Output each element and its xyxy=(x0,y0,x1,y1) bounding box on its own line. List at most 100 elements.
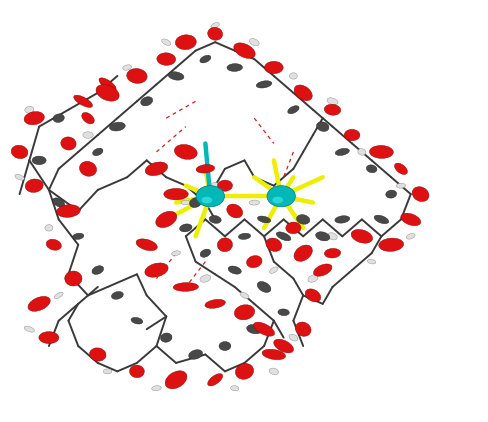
Ellipse shape xyxy=(315,232,329,241)
Ellipse shape xyxy=(61,137,76,150)
Ellipse shape xyxy=(160,333,172,342)
Ellipse shape xyxy=(406,233,414,239)
Ellipse shape xyxy=(246,325,262,334)
Ellipse shape xyxy=(111,292,123,299)
Ellipse shape xyxy=(103,369,112,374)
Ellipse shape xyxy=(335,149,348,155)
Ellipse shape xyxy=(28,296,50,311)
Ellipse shape xyxy=(15,174,24,180)
Ellipse shape xyxy=(293,245,312,261)
Ellipse shape xyxy=(344,130,359,141)
Ellipse shape xyxy=(200,275,210,282)
Ellipse shape xyxy=(92,266,103,274)
Ellipse shape xyxy=(171,251,180,256)
Ellipse shape xyxy=(25,106,34,113)
Ellipse shape xyxy=(53,114,64,122)
Ellipse shape xyxy=(168,72,183,80)
Ellipse shape xyxy=(288,334,297,341)
Ellipse shape xyxy=(92,148,103,156)
Ellipse shape xyxy=(295,322,310,336)
Ellipse shape xyxy=(32,156,46,165)
Ellipse shape xyxy=(46,239,61,250)
Ellipse shape xyxy=(246,256,262,268)
Ellipse shape xyxy=(163,188,188,200)
Ellipse shape xyxy=(264,61,283,74)
Ellipse shape xyxy=(122,65,131,70)
Ellipse shape xyxy=(350,230,372,243)
Ellipse shape xyxy=(188,350,202,359)
Ellipse shape xyxy=(210,22,219,28)
Ellipse shape xyxy=(285,222,301,234)
Ellipse shape xyxy=(234,305,254,320)
Ellipse shape xyxy=(326,98,337,105)
Ellipse shape xyxy=(24,326,35,332)
Ellipse shape xyxy=(173,283,198,291)
Ellipse shape xyxy=(136,239,157,251)
Ellipse shape xyxy=(189,197,201,208)
Ellipse shape xyxy=(378,238,403,252)
Ellipse shape xyxy=(207,373,222,386)
Ellipse shape xyxy=(131,317,142,324)
Ellipse shape xyxy=(200,55,210,63)
Ellipse shape xyxy=(174,144,197,160)
Ellipse shape xyxy=(273,339,293,353)
Ellipse shape xyxy=(411,187,428,202)
Ellipse shape xyxy=(217,238,232,252)
Ellipse shape xyxy=(316,122,328,131)
Ellipse shape xyxy=(81,113,94,124)
Ellipse shape xyxy=(394,163,407,174)
Ellipse shape xyxy=(217,180,232,191)
Ellipse shape xyxy=(96,84,119,101)
Ellipse shape xyxy=(305,289,320,302)
Ellipse shape xyxy=(209,216,221,223)
Ellipse shape xyxy=(144,263,168,277)
Ellipse shape xyxy=(400,213,420,226)
Ellipse shape xyxy=(151,386,161,391)
Ellipse shape xyxy=(266,186,295,207)
Ellipse shape xyxy=(24,111,44,125)
Ellipse shape xyxy=(200,249,210,257)
Ellipse shape xyxy=(11,145,28,159)
Ellipse shape xyxy=(262,349,285,360)
Ellipse shape xyxy=(256,81,271,88)
Ellipse shape xyxy=(165,371,186,389)
Ellipse shape xyxy=(230,386,238,391)
Ellipse shape xyxy=(238,233,250,239)
Ellipse shape xyxy=(307,275,317,282)
Ellipse shape xyxy=(179,224,192,232)
Ellipse shape xyxy=(257,216,270,223)
Ellipse shape xyxy=(141,97,152,106)
Ellipse shape xyxy=(39,332,59,344)
Ellipse shape xyxy=(25,179,43,192)
Ellipse shape xyxy=(385,190,396,198)
Ellipse shape xyxy=(53,198,64,207)
Ellipse shape xyxy=(181,200,190,205)
Ellipse shape xyxy=(324,249,340,258)
Ellipse shape xyxy=(276,232,290,241)
Ellipse shape xyxy=(129,365,144,378)
Ellipse shape xyxy=(82,132,93,138)
Ellipse shape xyxy=(369,146,392,158)
Ellipse shape xyxy=(313,264,331,276)
Ellipse shape xyxy=(293,85,312,101)
Ellipse shape xyxy=(80,161,96,176)
Ellipse shape xyxy=(226,64,242,71)
Ellipse shape xyxy=(366,165,376,173)
Ellipse shape xyxy=(334,216,349,223)
Ellipse shape xyxy=(233,43,255,58)
Ellipse shape xyxy=(269,267,278,273)
Ellipse shape xyxy=(72,233,84,239)
Ellipse shape xyxy=(248,200,259,205)
Ellipse shape xyxy=(211,182,219,189)
Ellipse shape xyxy=(287,106,299,114)
Ellipse shape xyxy=(249,38,259,46)
Ellipse shape xyxy=(201,197,212,203)
Ellipse shape xyxy=(156,211,176,227)
Ellipse shape xyxy=(54,292,63,299)
Ellipse shape xyxy=(196,186,224,207)
Ellipse shape xyxy=(289,73,297,79)
Ellipse shape xyxy=(157,53,175,65)
Ellipse shape xyxy=(228,266,241,274)
Ellipse shape xyxy=(99,78,116,91)
Ellipse shape xyxy=(253,322,274,336)
